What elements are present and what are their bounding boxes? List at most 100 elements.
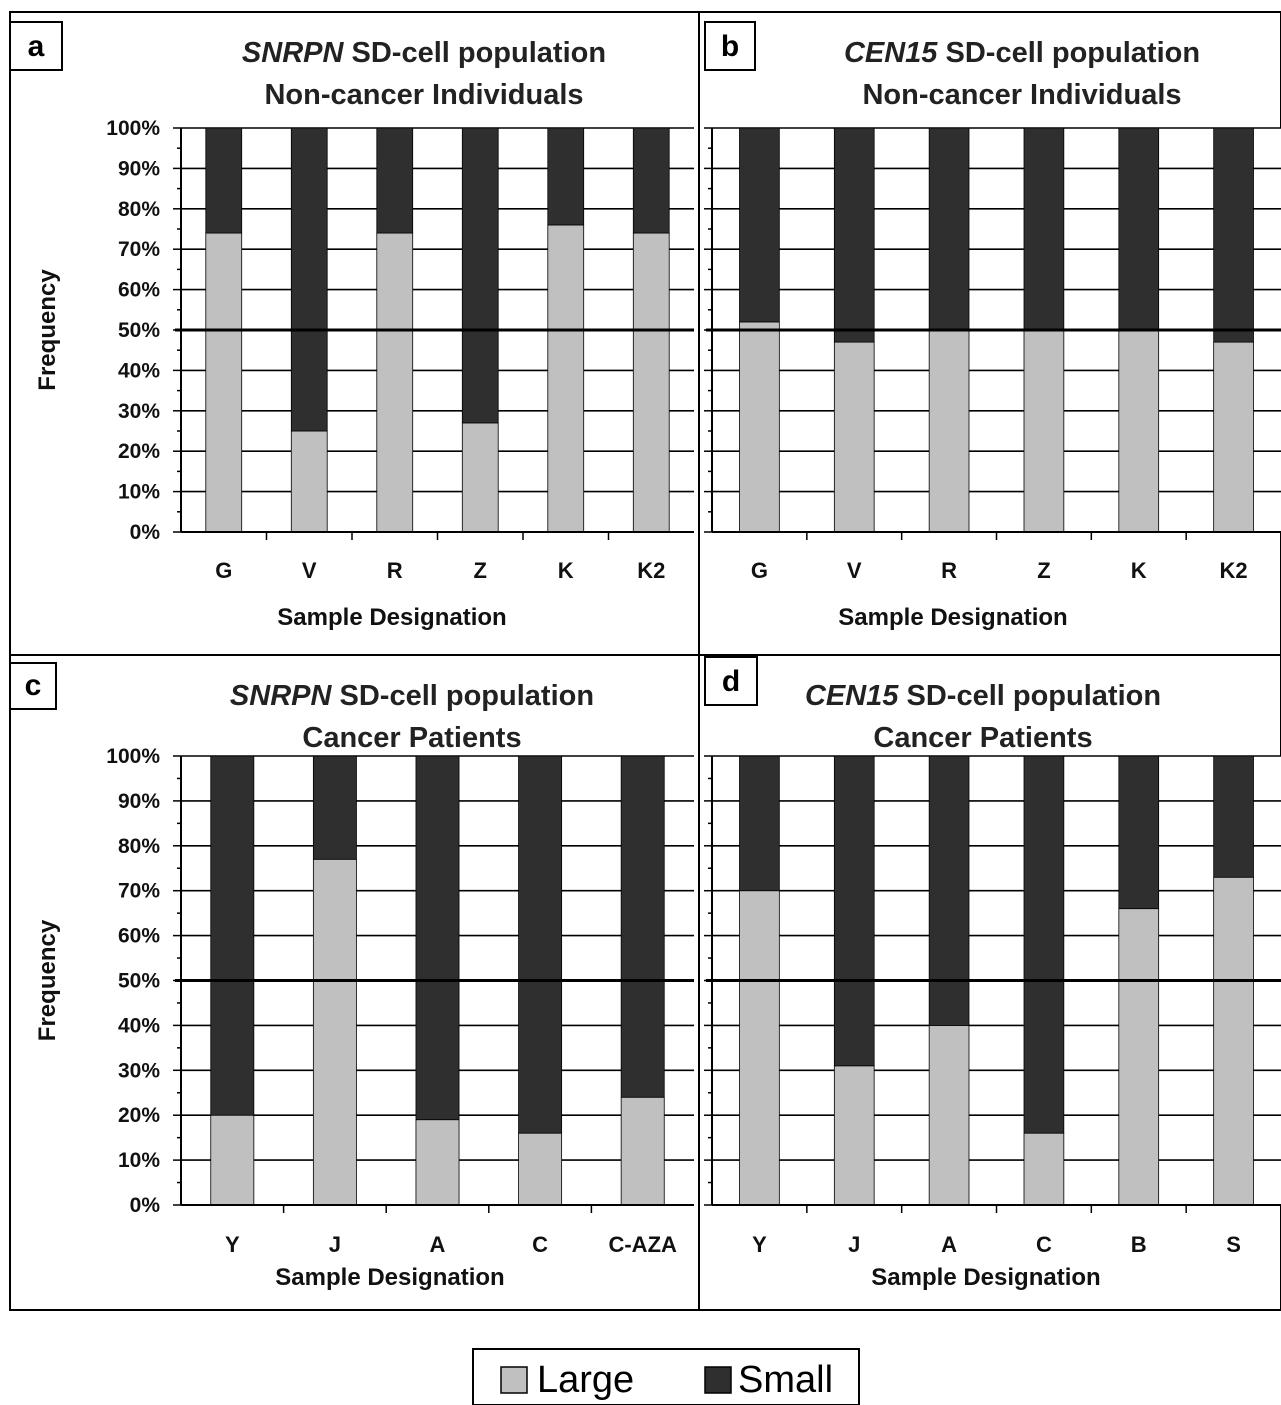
category-label: A (941, 1232, 957, 1257)
bar-small-s (1213, 755, 1254, 878)
bar-small-k (1118, 127, 1160, 331)
chart-title-gene: SNRPN (242, 37, 345, 69)
panel-letter-box (704, 21, 756, 71)
y-tick-label: 30% (118, 400, 160, 423)
panel-letter: a (28, 30, 45, 63)
chart-panel-b: b CEN15 SD-cell population Non-cancer Indi… (698, 11, 1281, 656)
chart-panels: a SNRPN SD-cell population Non-cancer Indi… (9, 11, 1281, 1311)
category-label: R (387, 558, 403, 583)
category-label: V (847, 558, 862, 583)
chart-subtitle: Cancer Patients (302, 722, 521, 754)
bar-large-c (518, 1132, 563, 1206)
bar-small-j (312, 755, 357, 860)
panel-letter-box (704, 656, 758, 706)
bar-large-j (312, 858, 357, 1206)
bar-large-b (1118, 908, 1160, 1206)
category-label: K2 (637, 558, 665, 583)
category-label: R (941, 558, 957, 583)
legend-swatch-large (500, 1366, 528, 1394)
y-tick-label: 70% (118, 238, 160, 261)
category-label: K2 (1220, 558, 1248, 583)
chart-subtitle: Non-cancer Individuals (862, 79, 1181, 111)
bar-large-z (1023, 329, 1065, 533)
bar-small-g (205, 127, 243, 234)
panel-letter: c (25, 669, 42, 702)
category-label: Y (225, 1232, 240, 1257)
panel-letter-box (9, 21, 63, 71)
bar-small-y (739, 755, 780, 892)
y-tick-label: 0% (130, 1194, 161, 1217)
bar-large-a (415, 1119, 460, 1206)
y-tick-label: 50% (118, 970, 160, 993)
category-label: K (558, 558, 574, 583)
chart-title-rest: SD-cell population (898, 680, 1161, 712)
y-tick-label: 100% (106, 117, 160, 140)
y-tick-label: 30% (118, 1059, 160, 1082)
bar-small-r (928, 127, 970, 331)
bar-large-v (833, 341, 875, 533)
y-tick-label: 80% (118, 198, 160, 221)
y-tick-label: 90% (118, 790, 160, 813)
bar-large-y (210, 1114, 255, 1206)
y-tick-label: 20% (118, 440, 160, 463)
bar-small-c (518, 755, 563, 1134)
category-label: S (1226, 1232, 1241, 1257)
category-label: K (1131, 558, 1147, 583)
bar-large-k2 (1213, 341, 1254, 533)
legend-label-small: Small (738, 1359, 833, 1401)
bar-small-r (376, 127, 414, 234)
bar-large-a (928, 1025, 970, 1206)
chart-title-rest: SD-cell population (331, 680, 594, 712)
chart-subtitle: Cancer Patients (873, 722, 1092, 754)
chart-panel-d: d CEN15 SD-cell population Cancer Patients… (698, 654, 1281, 1311)
chart-title-rest: SD-cell population (343, 37, 606, 69)
chart-title-gene: CEN15 (844, 37, 938, 69)
category-label: C-AZA (608, 1232, 677, 1257)
category-label: J (329, 1232, 341, 1257)
y-axis-title: Frequency (34, 269, 61, 391)
bar-small-b (1118, 755, 1160, 910)
legend-swatch-small (704, 1366, 732, 1394)
panel-frame (698, 654, 1281, 1311)
y-tick-label: 10% (118, 1149, 160, 1172)
category-label: V (302, 558, 317, 583)
legend-label-large: Large (537, 1359, 634, 1401)
category-label: J (848, 1232, 860, 1257)
chart-subtitle: Non-cancer Individuals (264, 79, 583, 111)
panel-letter: d (722, 665, 740, 698)
chart-title-gene: SNRPN (230, 680, 333, 712)
panel-letter: b (721, 30, 739, 63)
legend-box (472, 1348, 860, 1405)
y-tick-label: 80% (118, 835, 160, 858)
bar-small-z (461, 127, 499, 424)
y-tick-label: 20% (118, 1104, 160, 1127)
category-label: Y (752, 1232, 767, 1257)
chart-panel-a: a SNRPN SD-cell population Non-cancer Indi… (9, 11, 700, 656)
bar-small-c (1023, 755, 1065, 1134)
category-label: B (1131, 1232, 1147, 1257)
bar-large-g (205, 232, 243, 533)
chart-title: SNRPN SD-cell population (230, 680, 594, 712)
x-axis-title: Sample Designation (277, 604, 506, 631)
bar-large-c (1023, 1132, 1065, 1206)
panel-letter-box (9, 662, 57, 710)
category-label: G (751, 558, 768, 583)
chart-panel-c: c SNRPN SD-cell population Cancer Patients… (9, 654, 700, 1311)
category-label: Z (1037, 558, 1050, 583)
bar-small-y (210, 755, 255, 1116)
category-label: Z (474, 558, 487, 583)
bar-small-a (928, 755, 970, 1026)
y-tick-label: 100% (106, 745, 160, 768)
x-axis-title: Sample Designation (275, 1264, 504, 1291)
chart-title-rest: SD-cell population (937, 37, 1200, 69)
y-axis-title: Frequency (34, 919, 61, 1041)
y-tick-label: 70% (118, 880, 160, 903)
bar-small-k2 (1213, 127, 1254, 343)
chart-title-gene: CEN15 (805, 680, 899, 712)
bar-large-s (1213, 876, 1254, 1206)
legend: Large Small (472, 1348, 860, 1405)
bar-small-z (1023, 127, 1065, 331)
category-label: C (1036, 1232, 1052, 1257)
bar-large-v (290, 430, 328, 533)
